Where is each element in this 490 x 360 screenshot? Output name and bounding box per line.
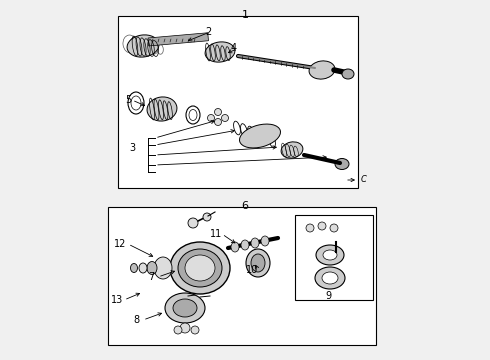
Bar — [295, 215, 373, 300]
Ellipse shape — [322, 272, 338, 284]
Ellipse shape — [130, 264, 138, 273]
Circle shape — [203, 213, 211, 221]
Circle shape — [330, 224, 338, 232]
Circle shape — [191, 326, 199, 334]
Text: 5: 5 — [125, 95, 131, 105]
Text: 9: 9 — [325, 291, 331, 301]
Ellipse shape — [147, 97, 177, 121]
Circle shape — [221, 114, 228, 122]
Ellipse shape — [205, 42, 235, 62]
Circle shape — [188, 218, 198, 228]
Ellipse shape — [189, 109, 197, 121]
Ellipse shape — [154, 257, 172, 279]
Ellipse shape — [316, 245, 344, 265]
Text: 13: 13 — [111, 295, 123, 305]
Ellipse shape — [251, 238, 259, 248]
Circle shape — [174, 326, 182, 334]
Ellipse shape — [335, 158, 349, 170]
Ellipse shape — [127, 35, 159, 57]
Text: 8: 8 — [133, 315, 139, 325]
Text: 11: 11 — [210, 229, 222, 239]
Ellipse shape — [246, 249, 270, 277]
Ellipse shape — [139, 263, 147, 273]
Text: 4: 4 — [231, 43, 237, 53]
Circle shape — [318, 222, 326, 230]
Text: 1: 1 — [242, 10, 248, 20]
Ellipse shape — [185, 255, 215, 281]
Bar — [108, 207, 376, 345]
Text: 7: 7 — [148, 272, 154, 282]
Ellipse shape — [342, 69, 354, 79]
Ellipse shape — [281, 142, 303, 158]
Ellipse shape — [323, 250, 337, 260]
Text: C: C — [361, 175, 367, 184]
Bar — [118, 16, 358, 188]
Ellipse shape — [309, 61, 335, 79]
Ellipse shape — [186, 106, 200, 124]
Ellipse shape — [241, 240, 249, 250]
Bar — [148, 33, 208, 46]
Circle shape — [306, 224, 314, 232]
Text: 2: 2 — [205, 27, 211, 37]
Circle shape — [180, 323, 190, 333]
Text: 6: 6 — [242, 201, 248, 211]
Ellipse shape — [170, 242, 230, 294]
Text: 3: 3 — [129, 143, 135, 153]
Ellipse shape — [165, 293, 205, 323]
Ellipse shape — [128, 92, 144, 114]
Ellipse shape — [261, 236, 269, 246]
Ellipse shape — [131, 96, 141, 110]
Text: 12: 12 — [114, 239, 126, 249]
Ellipse shape — [147, 261, 157, 274]
Circle shape — [215, 108, 221, 116]
Ellipse shape — [178, 249, 222, 287]
Ellipse shape — [231, 242, 239, 252]
Text: 10: 10 — [246, 265, 258, 275]
Circle shape — [207, 114, 215, 122]
Ellipse shape — [173, 299, 197, 317]
Ellipse shape — [240, 124, 280, 148]
Ellipse shape — [251, 254, 265, 272]
Circle shape — [215, 118, 221, 126]
Ellipse shape — [315, 267, 345, 289]
